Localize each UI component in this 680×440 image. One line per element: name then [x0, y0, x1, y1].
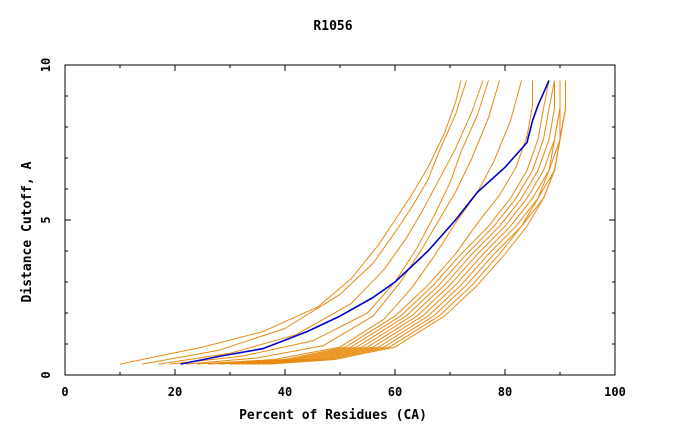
model-series-line	[235, 80, 555, 365]
chart-title: R1056	[313, 19, 352, 34]
y-axis-title: Distance Cutoff, A	[20, 161, 35, 302]
series-layer	[119, 80, 566, 365]
y-tick-label: 5	[39, 216, 53, 223]
x-tick-label: 80	[498, 385, 512, 399]
highlight-series-line	[180, 80, 550, 365]
model-series-line	[262, 80, 566, 365]
model-series-line	[218, 80, 550, 365]
y-tick-label: 0	[39, 371, 53, 378]
y-tick-labels: 0 5 10	[39, 58, 53, 379]
x-tick-label: 20	[168, 385, 182, 399]
model-series-line	[119, 80, 462, 365]
x-tick-label: 0	[61, 385, 68, 399]
model-series-line	[141, 80, 467, 365]
model-series-line	[158, 80, 484, 365]
plot-frame	[64, 64, 616, 376]
model-series-line	[185, 80, 500, 365]
y-tick-label: 10	[39, 58, 53, 72]
x-axis-title: Percent of Residues (CA)	[239, 408, 427, 423]
x-tick-label: 100	[604, 385, 626, 399]
model-series-line	[196, 80, 522, 365]
x-tick-label: 40	[278, 385, 292, 399]
ticks-layer	[64, 64, 616, 376]
model-series-line	[207, 80, 533, 365]
model-series-line	[268, 80, 561, 365]
x-tick-label: 60	[388, 385, 402, 399]
model-series-line	[229, 80, 555, 365]
model-series-line	[169, 80, 489, 365]
highlight-layer	[180, 80, 550, 365]
x-tick-labels: 0 20 40 60 80 100	[61, 385, 625, 399]
model-series-line	[246, 80, 561, 365]
model-series-line	[240, 80, 561, 365]
